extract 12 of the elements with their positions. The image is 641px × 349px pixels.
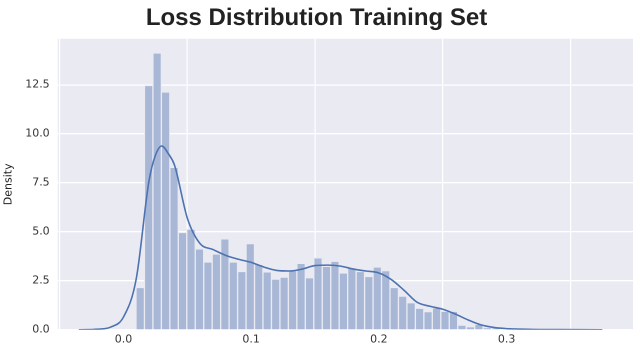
x-tick-label: 0.2 — [370, 332, 388, 346]
x-tick-label: 0.0 — [114, 332, 132, 346]
y-tick-label: 12.5 — [25, 78, 50, 91]
y-tick-label: 10.0 — [25, 126, 50, 140]
chart-title: Loss Distribution Training Set — [146, 4, 488, 32]
y-axis-title: Density — [1, 162, 14, 206]
x-tick-label: 0.3 — [498, 332, 516, 346]
x-tick-label: 0.1 — [242, 332, 260, 346]
y-tick-label: 0.0 — [32, 322, 50, 336]
y-tick-label: 5.0 — [32, 224, 50, 238]
y-tick-label: 2.5 — [32, 274, 50, 287]
y-tick-label: 7.5 — [32, 176, 50, 189]
